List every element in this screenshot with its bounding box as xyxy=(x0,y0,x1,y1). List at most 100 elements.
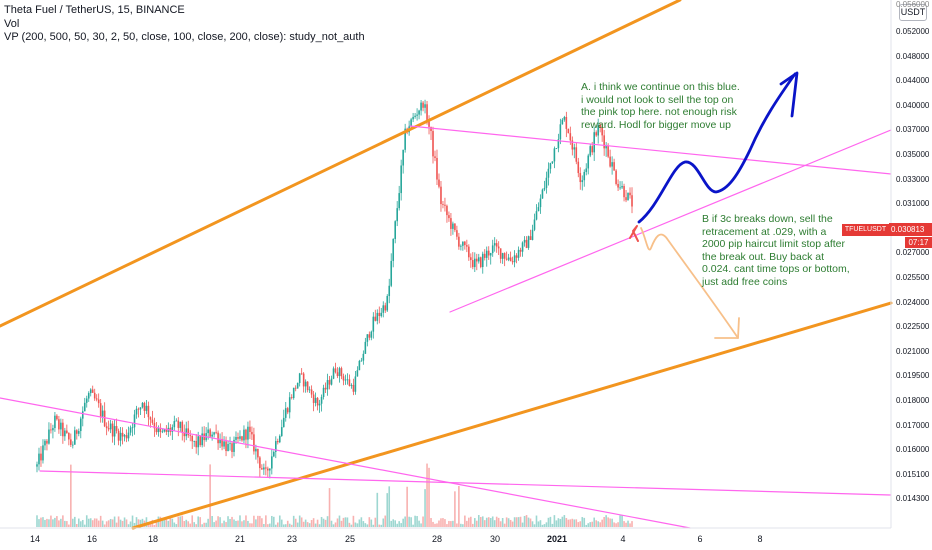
volume-bar xyxy=(557,518,560,527)
candle-body xyxy=(60,422,62,430)
candle-body xyxy=(129,427,132,433)
candle-body xyxy=(609,156,611,167)
price-tick: 0.017000 xyxy=(896,420,930,430)
candle-body xyxy=(452,223,454,229)
candle-body xyxy=(165,429,168,432)
candle-body xyxy=(352,384,355,392)
volume-bar xyxy=(66,521,68,527)
candle-body xyxy=(629,192,631,196)
candle-body xyxy=(227,444,229,452)
candle-body xyxy=(247,426,249,440)
candle-body xyxy=(239,436,241,439)
volume-bar xyxy=(515,517,518,527)
volume-bar xyxy=(378,524,381,527)
candle-body xyxy=(499,248,502,259)
candle-body xyxy=(267,468,269,471)
candle-body xyxy=(579,173,582,183)
blue-projection-arrow[interactable] xyxy=(637,72,797,224)
candle-body xyxy=(36,464,38,467)
volume-bar xyxy=(306,522,309,527)
candle-body xyxy=(549,163,552,169)
volume-bar xyxy=(36,515,38,527)
pink-rising-support-line[interactable] xyxy=(449,129,892,313)
red-breakdown-mark[interactable] xyxy=(629,225,639,242)
volume-bar xyxy=(493,520,496,527)
volume-bar xyxy=(38,519,40,527)
volume-bar xyxy=(221,523,223,527)
time-tick: 23 xyxy=(286,534,298,544)
candle-body xyxy=(181,421,184,433)
volume-bar xyxy=(509,519,512,527)
volume-bar xyxy=(541,524,544,527)
candle-body xyxy=(292,387,295,398)
candle-body xyxy=(535,211,538,220)
volume-bar xyxy=(91,520,94,527)
volume-bar xyxy=(48,519,50,527)
candle-body xyxy=(257,448,259,458)
candle-body xyxy=(213,432,215,435)
candle-body xyxy=(193,440,196,442)
peach-projection-arrow[interactable] xyxy=(640,227,739,339)
volume-bar xyxy=(177,516,180,527)
orange-lower-channel-line[interactable] xyxy=(131,301,893,530)
candle-body xyxy=(79,418,82,432)
volume-bar xyxy=(60,518,62,527)
volume-bar xyxy=(597,521,599,527)
volume-bar xyxy=(72,518,74,527)
candle-body xyxy=(350,384,353,386)
candle-body xyxy=(617,183,619,188)
candle-body xyxy=(308,389,311,391)
annotation-a: A. i think we continue on this blue. i w… xyxy=(581,81,740,131)
pink-early-downtrend-line[interactable] xyxy=(0,397,691,529)
volume-bar xyxy=(95,518,98,527)
volume-bar xyxy=(179,516,182,527)
candle-body xyxy=(249,426,251,432)
volume-bar xyxy=(501,518,504,527)
candle-body xyxy=(362,353,365,361)
candle-body xyxy=(298,373,301,383)
candle-body xyxy=(76,430,78,434)
volume-bar xyxy=(495,516,498,527)
volume-bar xyxy=(460,523,462,527)
volume-bar xyxy=(302,521,305,527)
candle-body xyxy=(225,441,227,452)
volume-bar xyxy=(46,518,48,527)
currency-button[interactable]: USDT xyxy=(899,4,927,21)
pink-descending-resistance-line[interactable] xyxy=(409,125,892,175)
candle-body xyxy=(575,147,578,162)
candle-body xyxy=(601,127,603,136)
volume-bar xyxy=(537,521,540,527)
volume-bar xyxy=(271,515,273,527)
candle-body xyxy=(527,236,530,248)
volume-bar xyxy=(531,521,534,527)
price-tick: 0.014300 xyxy=(896,494,930,504)
volume-bar xyxy=(559,518,562,527)
volume-bar xyxy=(52,519,54,527)
candle-body xyxy=(533,219,536,230)
candle-body xyxy=(52,428,54,431)
candle-body xyxy=(394,221,396,239)
candle-body xyxy=(207,429,209,434)
volume-bar xyxy=(129,521,132,527)
volume-bar xyxy=(342,517,345,527)
volume-bar xyxy=(76,524,78,527)
candle-body xyxy=(99,403,102,417)
candle-body xyxy=(625,197,627,201)
candle-body xyxy=(306,381,309,391)
price-tick: 0.022500 xyxy=(896,322,930,332)
volume-bar xyxy=(470,516,472,527)
volume-bar xyxy=(535,515,538,527)
volume-bar xyxy=(539,520,542,527)
blue-arrowhead[interactable] xyxy=(779,71,799,118)
volume-bar xyxy=(444,519,446,527)
volume-bar xyxy=(87,518,90,527)
pink-horizontal-support-line[interactable] xyxy=(39,470,892,496)
orange-upper-channel-line[interactable] xyxy=(0,0,682,328)
volume-bar xyxy=(452,520,454,527)
candle-body xyxy=(302,373,305,387)
volume-bar xyxy=(275,524,277,527)
peach-arrowhead[interactable] xyxy=(714,317,740,339)
candle-body xyxy=(470,257,472,261)
volume-bar xyxy=(372,524,375,527)
